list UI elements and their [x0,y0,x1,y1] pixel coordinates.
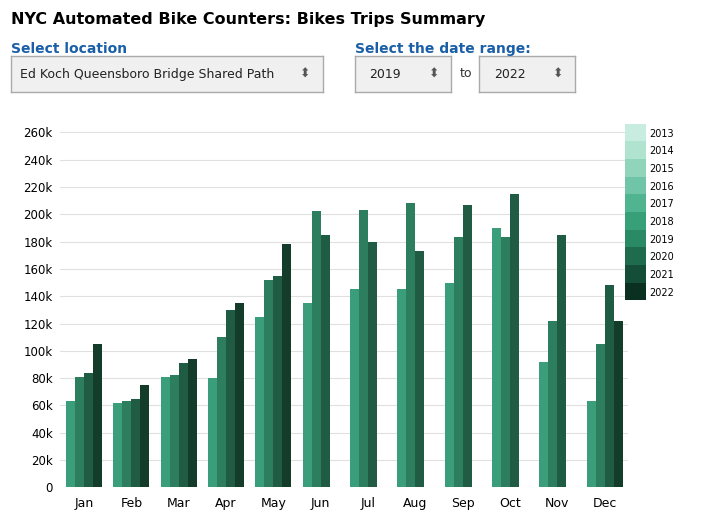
Bar [256,317,264,487]
Text: ⬍: ⬍ [429,68,439,81]
Bar [264,280,273,487]
Bar [415,251,425,487]
Bar [625,159,646,177]
Bar [454,238,463,487]
Bar [510,194,519,487]
Bar [625,265,646,282]
Bar [586,402,596,487]
Bar [444,282,454,487]
Bar [406,203,415,487]
Text: Select the date range:: Select the date range: [355,42,531,56]
Bar [625,282,646,300]
Bar [160,377,170,487]
Bar [625,194,646,212]
Bar [492,228,501,487]
Bar [398,289,406,487]
Bar [66,402,75,487]
Text: ⬍: ⬍ [553,68,564,81]
Bar [179,363,187,487]
Bar [217,337,226,487]
Bar [625,141,646,159]
Bar [596,344,605,487]
Bar [273,276,283,487]
Bar [625,230,646,247]
Bar [368,241,377,487]
Bar [114,403,122,487]
Bar [302,303,312,487]
Bar [312,211,321,487]
Text: Ed Koch Queensboro Bridge Shared Path: Ed Koch Queensboro Bridge Shared Path [20,68,274,81]
Bar [463,204,471,487]
Bar [170,375,179,487]
Bar [93,344,102,487]
Bar [187,359,197,487]
Text: 2022: 2022 [493,68,525,81]
Bar [625,124,646,141]
Bar [540,362,548,487]
Text: to: to [460,67,473,80]
Bar [75,377,84,487]
Bar [501,238,510,487]
Text: NYC Automated Bike Counters: Bikes Trips Summary: NYC Automated Bike Counters: Bikes Trips… [11,12,485,26]
Text: Select location: Select location [11,42,127,56]
Text: 2019: 2019 [369,68,401,81]
Bar [625,248,646,265]
Bar [131,398,141,487]
Bar [625,177,646,194]
Text: ⬍: ⬍ [300,68,310,81]
Bar [625,212,646,230]
Bar [321,235,329,487]
Bar [235,303,244,487]
Bar [141,385,149,487]
Bar [359,210,368,487]
Bar [283,245,291,487]
Bar [122,402,131,487]
Bar [208,378,217,487]
Bar [557,235,567,487]
Bar [605,285,613,487]
Bar [548,321,557,487]
Bar [84,373,93,487]
Bar [350,289,359,487]
Bar [613,321,623,487]
Bar [226,310,235,487]
